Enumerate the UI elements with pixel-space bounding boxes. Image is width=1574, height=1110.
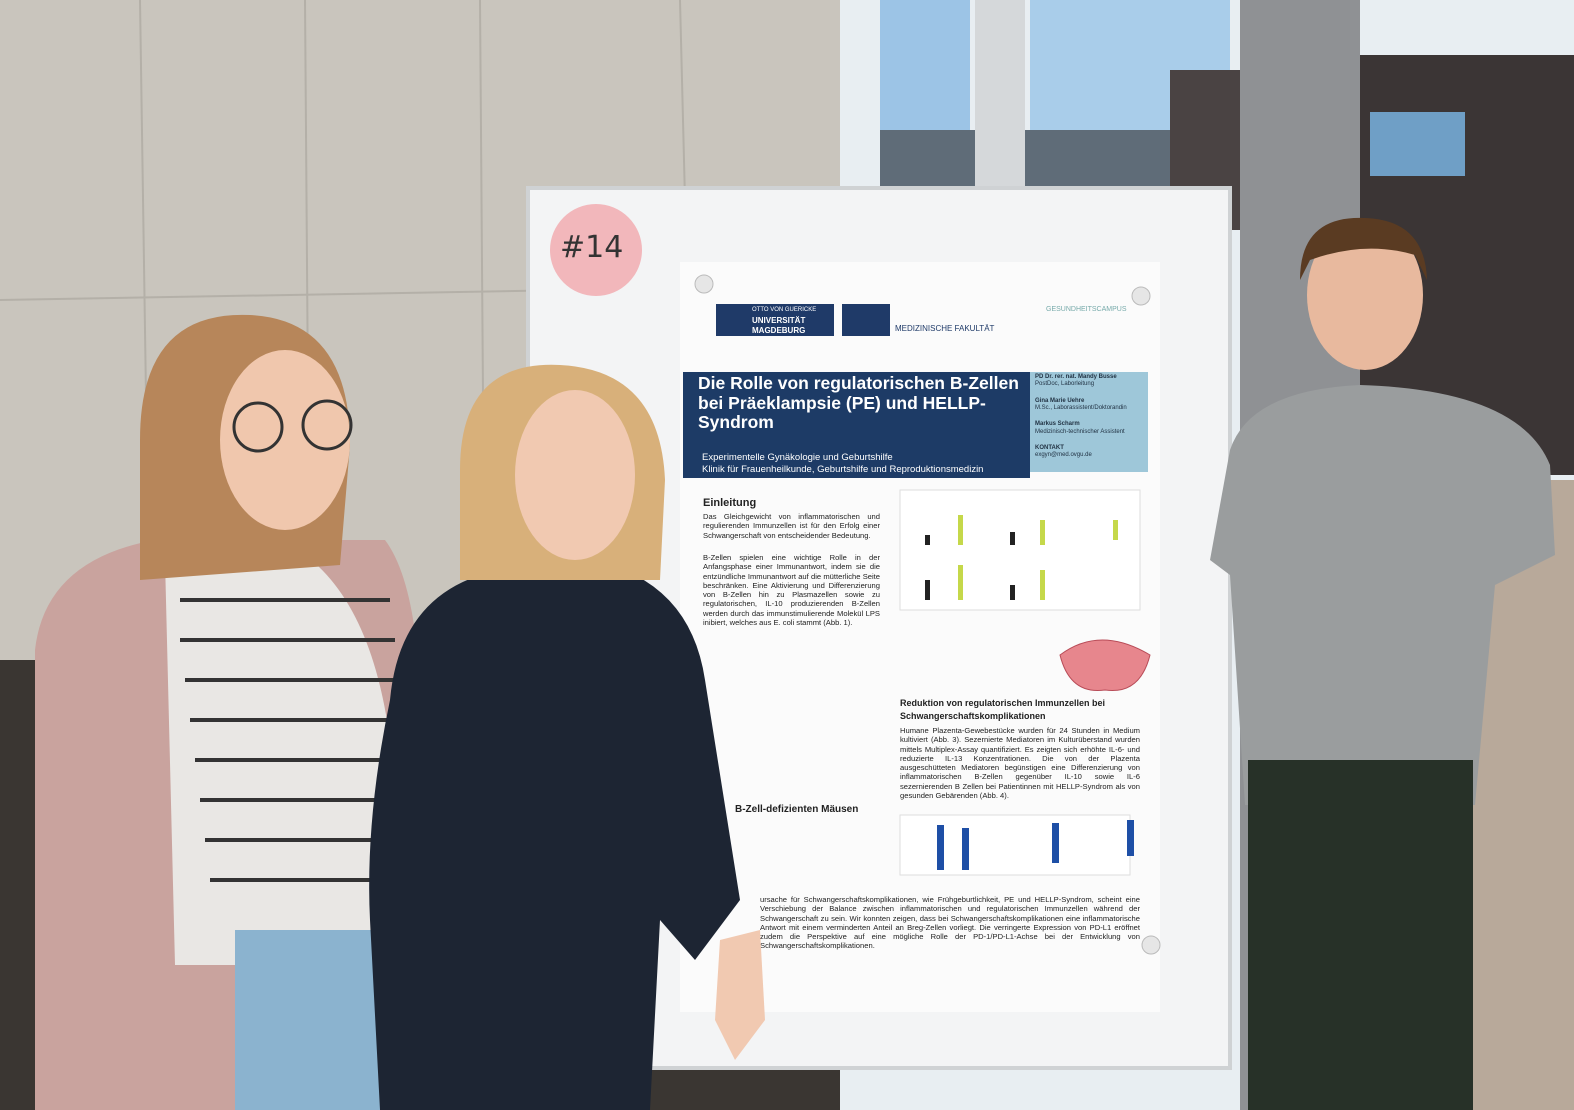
author-role: PostDoc, Laborleitung xyxy=(1035,381,1095,388)
poster-subtitle: Klinik für Frauenheilkunde, Geburtshilfe… xyxy=(702,464,984,475)
logo-text: UNIVERSITÄT MAGDEBURG xyxy=(752,316,806,335)
logo-text: OTTO VON GUERICKE xyxy=(752,307,817,313)
section-heading: B-Zell-defizienten Mäusen xyxy=(735,804,859,815)
paragraph: Humane Plazenta-Gewebestücke wurden für … xyxy=(900,726,1140,800)
author-name: Gina Marie Uehre xyxy=(1035,397,1085,404)
pink-sticker xyxy=(550,204,642,296)
sticker-number: #14 xyxy=(560,230,624,265)
contact-label: KONTAKT xyxy=(1035,444,1064,451)
title-banner xyxy=(683,372,1030,478)
faculty-logo xyxy=(842,304,890,336)
logo-text: GESUNDHEITSCAMPUS xyxy=(1046,306,1127,313)
window-frame xyxy=(975,0,1025,215)
author-role: M.Sc., Laborassistent/Doktorandin xyxy=(1035,404,1127,411)
author-role: Medizinisch-technischer Assistent xyxy=(1035,428,1125,435)
author-box xyxy=(1030,372,1148,472)
university-logo xyxy=(716,304,834,336)
magnet xyxy=(694,274,714,294)
section-heading: Reduktion von regulatorischen Immunzelle… xyxy=(900,698,1106,722)
author-name: PD Dr. rer. nat. Mandy Busse xyxy=(1035,374,1117,380)
person-center xyxy=(369,364,765,1110)
contact-email: exgyn@med.ovgu.de xyxy=(1035,452,1092,459)
magnet xyxy=(1131,286,1151,306)
logo-text: MEDIZINISCHE FAKULTÄT xyxy=(895,324,995,333)
building-window xyxy=(1370,112,1465,176)
person-right xyxy=(1210,217,1555,1110)
magnet xyxy=(1141,935,1161,955)
paragraph: B-Zellen spielen eine wichtige Rolle in … xyxy=(703,553,880,627)
placenta-drawing xyxy=(1059,639,1151,692)
figure-panels xyxy=(899,489,1151,876)
person-left xyxy=(35,314,435,1110)
poster-title: Die Rolle von regulatorischen B-Zellen b… xyxy=(698,373,1019,433)
section-heading: Einleitung xyxy=(703,497,757,509)
author-name: Markus Scharm xyxy=(1035,421,1080,428)
author-list: PD Dr. rer. nat. Mandy Busse PostDoc, Lab… xyxy=(1035,374,1147,460)
paragraph: ursache für Schwangerschaftskomplikation… xyxy=(760,895,1140,951)
paragraph: Das Gleichgewicht von inflammatorischen … xyxy=(703,512,880,540)
poster-subtitle: Experimentelle Gynäkologie und Geburtshi… xyxy=(702,452,893,463)
